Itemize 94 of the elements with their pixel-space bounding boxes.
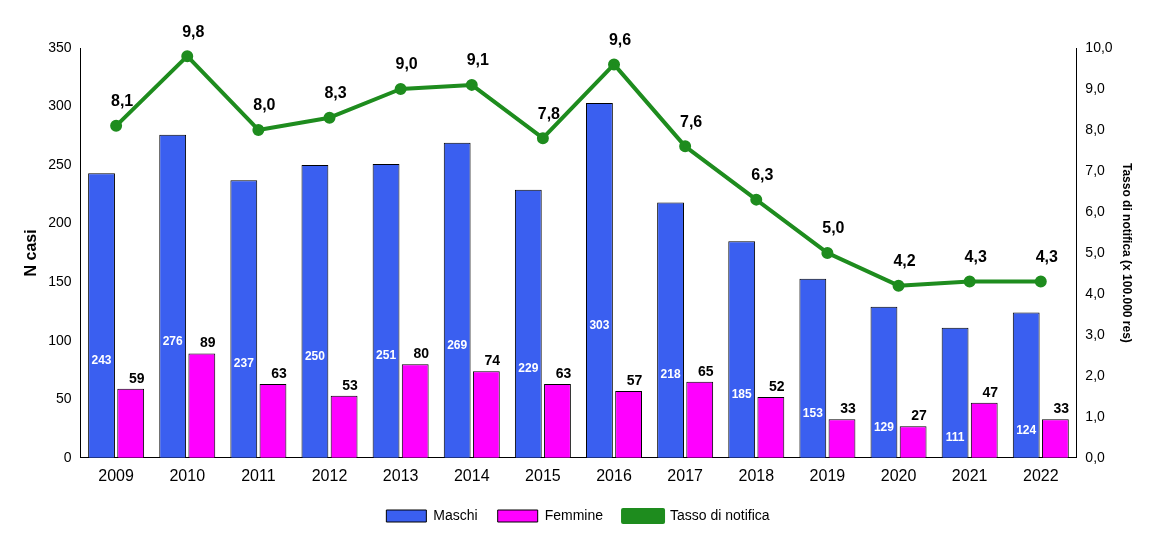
data-label: 153 <box>802 405 824 420</box>
data-label: 80 <box>413 344 430 361</box>
y-tick-label: 150 <box>48 273 72 290</box>
data-label: 89 <box>200 334 216 351</box>
x-tick-label: 2016 <box>596 466 632 484</box>
data-label: 303 <box>589 317 610 332</box>
x-tick-label: 2022 <box>1022 466 1059 484</box>
point <box>252 123 265 136</box>
data-label: 7,8 <box>537 104 561 122</box>
point <box>394 82 407 95</box>
y2-tick-label: 2,0 <box>1085 366 1106 383</box>
data-label: 8,1 <box>111 92 134 110</box>
x-tick-label: 2013 <box>382 466 419 484</box>
x-tick-label: 2018 <box>738 466 775 484</box>
point <box>110 119 123 132</box>
x-tick-label: 2021 <box>951 466 988 484</box>
data-label: 5,0 <box>822 219 845 237</box>
data-label: 237 <box>233 356 255 371</box>
y-tick-label: 100 <box>48 331 72 348</box>
x-tick-label: 2019 <box>809 466 846 484</box>
point <box>608 58 621 71</box>
data-label: 129 <box>873 419 895 434</box>
data-label: 7,6 <box>680 112 703 130</box>
data-label: 9,0 <box>395 55 418 73</box>
y2-tick-label: 5,0 <box>1085 243 1106 260</box>
y2-tick-label: 7,0 <box>1085 161 1106 178</box>
data-label: 8,0 <box>253 96 276 114</box>
data-label: 33 <box>1053 400 1070 417</box>
data-label: 269 <box>447 337 468 352</box>
legend-label: Maschi <box>433 506 478 523</box>
x-tick-label: 2017 <box>667 466 704 484</box>
data-label: 59 <box>128 369 145 386</box>
data-label: 251 <box>376 348 397 363</box>
data-label: 6,3 <box>751 166 774 184</box>
data-label: 53 <box>342 376 359 393</box>
y2-tick-label: 4,0 <box>1085 284 1106 301</box>
x-tick-label: 2015 <box>525 466 561 484</box>
data-label: 9,8 <box>182 22 205 40</box>
data-label: 33 <box>840 400 856 417</box>
point <box>465 78 478 91</box>
point <box>963 275 976 288</box>
data-label: 229 <box>518 361 539 376</box>
x-tick-label: 2009 <box>98 466 135 484</box>
data-label: 65 <box>697 362 714 379</box>
y-tick-label: 250 <box>48 155 72 172</box>
x-tick-label: 2012 <box>311 466 348 484</box>
data-label: 124 <box>1016 422 1037 437</box>
y2-tick-label: 10,0 <box>1085 38 1113 55</box>
legend-label: Femmine <box>544 506 604 523</box>
point <box>536 132 549 145</box>
data-label: 63 <box>271 364 287 381</box>
point <box>679 140 692 153</box>
legend-label: Tasso di notifica <box>670 506 770 523</box>
data-label: 47 <box>982 383 999 400</box>
point <box>1034 275 1047 288</box>
point <box>323 111 336 124</box>
y2-tick-label: 1,0 <box>1085 407 1106 424</box>
y2-tick-label: 3,0 <box>1085 325 1106 342</box>
x-tick-label: 2014 <box>453 466 490 484</box>
point <box>892 279 905 292</box>
y2-tick-label: 6,0 <box>1085 202 1106 219</box>
data-label: 250 <box>304 348 326 363</box>
data-label: 243 <box>91 352 112 367</box>
y-tick-label: 200 <box>48 214 72 231</box>
data-label: 9,1 <box>466 51 489 69</box>
x-tick-label: 2020 <box>880 466 917 484</box>
y2-tick-label: 8,0 <box>1085 120 1106 137</box>
y-axis-title: N casi <box>22 229 40 277</box>
data-label: 27 <box>911 407 928 424</box>
data-label: 4,3 <box>1035 247 1059 265</box>
data-label: 74 <box>484 352 501 369</box>
data-label: 57 <box>626 371 643 388</box>
data-label: 8,3 <box>324 84 347 102</box>
data-label: 63 <box>555 364 572 381</box>
y2-tick-label: 9,0 <box>1085 79 1106 96</box>
x-tick-label: 2010 <box>169 466 206 484</box>
data-label: 4,2 <box>893 252 916 270</box>
data-label: 218 <box>660 367 681 382</box>
y-tick-label: 300 <box>48 97 72 114</box>
point <box>821 246 834 259</box>
point <box>750 193 763 206</box>
data-label: 52 <box>769 377 785 394</box>
data-label: 276 <box>162 333 183 348</box>
y-tick-label: 350 <box>48 38 72 55</box>
x-tick-label: 2011 <box>241 466 276 484</box>
y2-axis-title: Tasso di notifica (x 100.000 res) <box>1120 162 1135 343</box>
data-label: 4,3 <box>964 247 987 265</box>
data-label: 185 <box>731 386 753 401</box>
point <box>181 50 194 63</box>
y-tick-label: 50 <box>55 390 72 407</box>
data-label: 111 <box>945 430 965 445</box>
data-label: 9,6 <box>608 30 632 48</box>
y-tick-label: 0 <box>63 448 72 465</box>
y2-tick-label: 0,0 <box>1085 448 1106 465</box>
